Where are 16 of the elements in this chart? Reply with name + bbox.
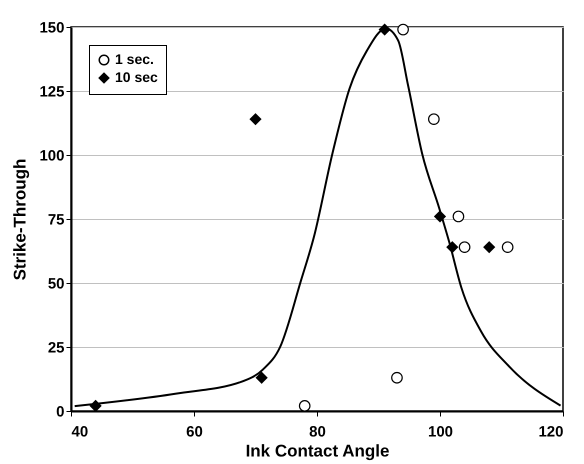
y-tick-label: 150 [39, 20, 64, 36]
y-tick-label: 125 [39, 84, 64, 100]
x-axis-title: Ink Contact Angle [246, 442, 390, 460]
y-tick-label: 50 [48, 276, 64, 292]
x-tick-label: 40 [72, 424, 88, 440]
y-tick-label: 100 [39, 148, 64, 164]
legend-label: 1 sec. [115, 51, 154, 67]
y-axis-title: Strike-Through [10, 158, 30, 280]
x-tick-label: 100 [428, 424, 454, 440]
x-tick-label: 80 [309, 424, 326, 440]
x-tick-label: 120 [538, 424, 564, 440]
legend-label: 10 sec [115, 69, 158, 85]
y-tick-label: 25 [48, 340, 64, 356]
x-tick-label: 60 [186, 424, 203, 440]
y-tick-label: 75 [48, 212, 64, 228]
y-tick-label: 0 [56, 404, 64, 420]
